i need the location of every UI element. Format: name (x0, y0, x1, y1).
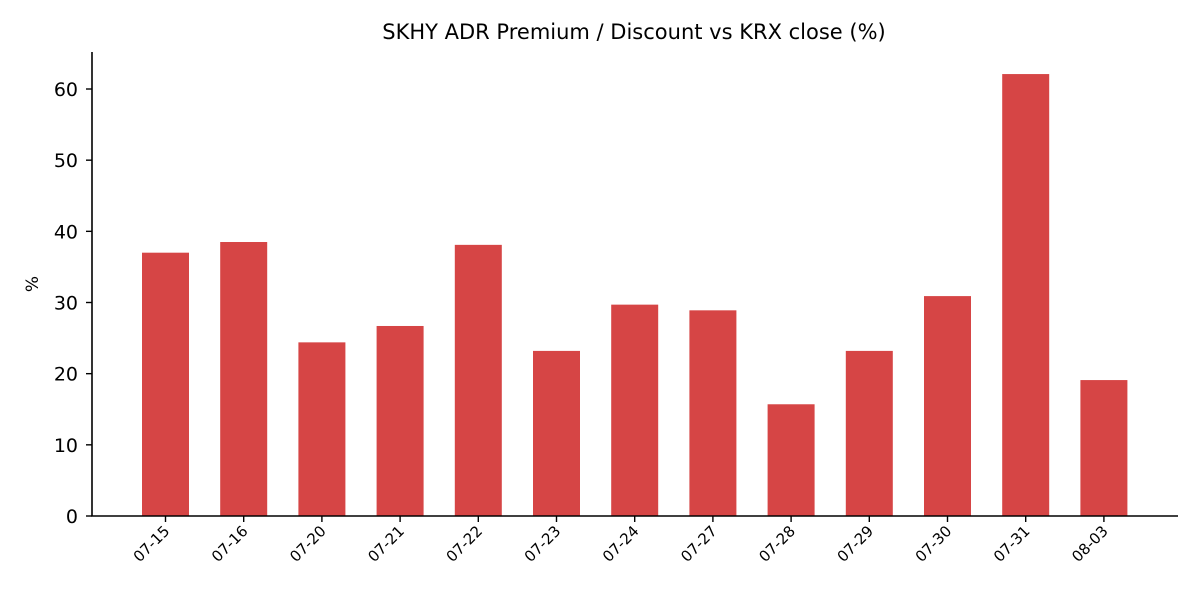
x-tick-label: 08-03 (1068, 522, 1112, 566)
x-tick-label: 07-23 (521, 522, 565, 566)
bar-07-15 (142, 252, 189, 516)
bar-07-23 (533, 350, 580, 516)
bar-07-22 (454, 244, 502, 517)
x-tick-label: 07-27 (677, 522, 721, 566)
y-tick-label: 20 (54, 364, 78, 386)
y-axis-ticks: 0 10 20 30 40 50 60 (54, 79, 92, 528)
bars-group (142, 74, 1128, 517)
bar-07-30 (924, 296, 971, 516)
x-tick-label: 07-20 (286, 522, 330, 566)
bar-07-16 (220, 242, 268, 516)
x-tick-label: 07-30 (912, 522, 956, 566)
chart-title: SKHY ADR Premium / Discount vs KRX close… (382, 20, 886, 44)
x-tick-label: 07-15 (130, 522, 174, 566)
bar-07-27 (689, 310, 737, 516)
x-tick-label: 07-29 (834, 522, 878, 566)
bar-07-20 (298, 342, 346, 516)
bar-07-31 (1002, 74, 1050, 517)
y-tick-label: 10 (54, 435, 78, 457)
y-axis-label: % (23, 276, 43, 292)
x-tick-label: 07-24 (599, 522, 643, 566)
x-tick-label: 07-16 (208, 522, 252, 566)
y-tick-label: 60 (54, 79, 78, 101)
bar-07-21 (376, 325, 424, 516)
y-tick-label: 0 (66, 506, 78, 528)
y-tick-label: 40 (54, 221, 78, 243)
bar-08-03 (1080, 380, 1128, 516)
bar-07-29 (845, 350, 893, 516)
x-tick-label: 07-22 (443, 522, 487, 566)
y-tick-label: 30 (54, 293, 78, 315)
x-tick-label: 07-21 (364, 522, 408, 566)
y-tick-label: 50 (54, 150, 78, 172)
x-axis-ticks: 07-15 07-16 07-20 07-21 07-22 07-23 07-24 07-27… (130, 516, 1112, 566)
x-tick-label: 07-28 (755, 522, 799, 566)
bar-07-28 (767, 404, 815, 516)
x-tick-label: 07-31 (990, 522, 1034, 566)
bar-07-24 (611, 304, 659, 516)
